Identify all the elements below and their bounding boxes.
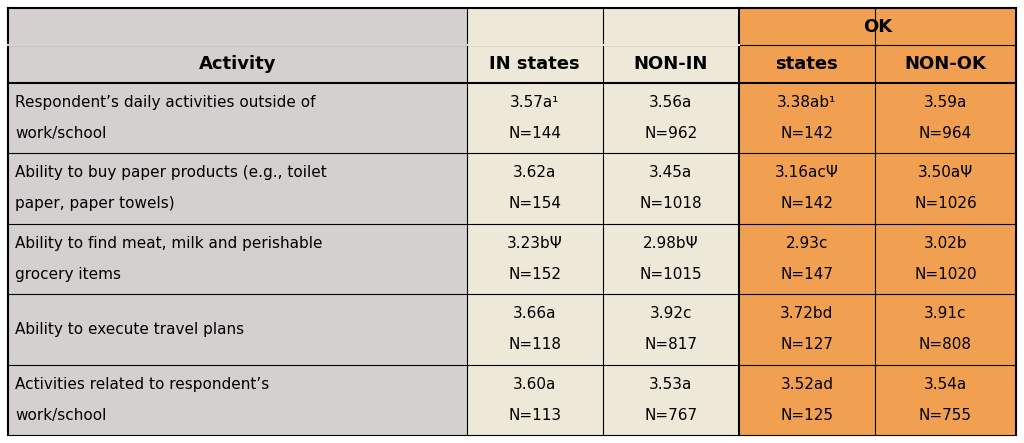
Text: 3.23bΨ: 3.23bΨ [507, 236, 562, 251]
Bar [467, 8, 738, 45]
Text: N=142: N=142 [780, 196, 834, 211]
Text: 3.57a¹: 3.57a¹ [510, 95, 559, 110]
Text: 3.59a: 3.59a [924, 95, 967, 110]
Text: N=1026: N=1026 [914, 196, 977, 211]
Bar [467, 365, 738, 435]
Text: 3.91c: 3.91c [925, 306, 967, 321]
Text: NON-IN: NON-IN [634, 55, 708, 73]
Text: 3.52ad: 3.52ad [780, 377, 834, 392]
Text: 2.98bΨ: 2.98bΨ [643, 236, 698, 251]
Text: N=147: N=147 [780, 267, 834, 282]
Bar [467, 45, 738, 83]
Text: N=817: N=817 [644, 337, 697, 352]
Text: Activity: Activity [199, 55, 276, 73]
Text: N=142: N=142 [780, 126, 834, 141]
Bar [8, 153, 467, 224]
Text: 3.16acΨ: 3.16acΨ [775, 165, 839, 180]
Text: Ability to execute travel plans: Ability to execute travel plans [15, 322, 244, 337]
Text: 3.45a: 3.45a [649, 165, 692, 180]
Text: N=1018: N=1018 [639, 196, 702, 211]
Text: 3.92c: 3.92c [649, 306, 692, 321]
Bar [467, 294, 738, 365]
Text: OK: OK [863, 18, 892, 36]
Text: N=1015: N=1015 [639, 267, 702, 282]
Text: NON-OK: NON-OK [904, 55, 986, 73]
Bar [8, 365, 467, 435]
Text: N=127: N=127 [780, 337, 834, 352]
Text: N=1020: N=1020 [914, 267, 977, 282]
Text: N=964: N=964 [919, 126, 972, 141]
Text: Respondent’s daily activities outside of: Respondent’s daily activities outside of [15, 95, 315, 110]
Text: 3.54a: 3.54a [924, 377, 967, 392]
Text: work/school: work/school [15, 408, 106, 423]
Text: N=755: N=755 [919, 408, 972, 423]
Bar [8, 83, 467, 153]
Text: N=118: N=118 [508, 337, 561, 352]
Text: N=767: N=767 [644, 408, 697, 423]
Text: work/school: work/school [15, 126, 106, 141]
Bar [738, 365, 1016, 435]
Text: N=962: N=962 [644, 126, 697, 141]
Bar [738, 8, 1016, 45]
Text: 3.72bd: 3.72bd [780, 306, 834, 321]
Text: 3.60a: 3.60a [513, 377, 556, 392]
Text: N=154: N=154 [508, 196, 561, 211]
Text: 3.62a: 3.62a [513, 165, 556, 180]
Text: N=113: N=113 [508, 408, 561, 423]
Bar [8, 45, 467, 83]
Text: 3.56a: 3.56a [649, 95, 692, 110]
Text: 3.02b: 3.02b [924, 236, 968, 251]
Text: 2.93c: 2.93c [785, 236, 828, 251]
Text: N=152: N=152 [508, 267, 561, 282]
Bar [467, 224, 738, 294]
Bar [738, 153, 1016, 224]
Text: N=144: N=144 [508, 126, 561, 141]
Text: N=808: N=808 [919, 337, 972, 352]
Bar [738, 45, 1016, 83]
Bar [467, 153, 738, 224]
Text: paper, paper towels): paper, paper towels) [15, 196, 175, 211]
Bar [8, 8, 467, 45]
Text: N=125: N=125 [780, 408, 834, 423]
Bar [8, 224, 467, 294]
Bar [467, 83, 738, 153]
Text: 3.66a: 3.66a [513, 306, 556, 321]
Text: 3.50aΨ: 3.50aΨ [918, 165, 973, 180]
Bar [738, 294, 1016, 365]
Text: grocery items: grocery items [15, 267, 121, 282]
Bar [738, 224, 1016, 294]
Text: states: states [775, 55, 839, 73]
Text: 3.53a: 3.53a [649, 377, 692, 392]
Text: IN states: IN states [489, 55, 580, 73]
Bar [738, 83, 1016, 153]
Text: Ability to find meat, milk and perishable: Ability to find meat, milk and perishabl… [15, 236, 323, 251]
Text: Ability to buy paper products (e.g., toilet: Ability to buy paper products (e.g., toi… [15, 165, 327, 180]
Bar [8, 294, 467, 365]
Text: 3.38ab¹: 3.38ab¹ [777, 95, 837, 110]
Text: Activities related to respondent’s: Activities related to respondent’s [15, 377, 269, 392]
